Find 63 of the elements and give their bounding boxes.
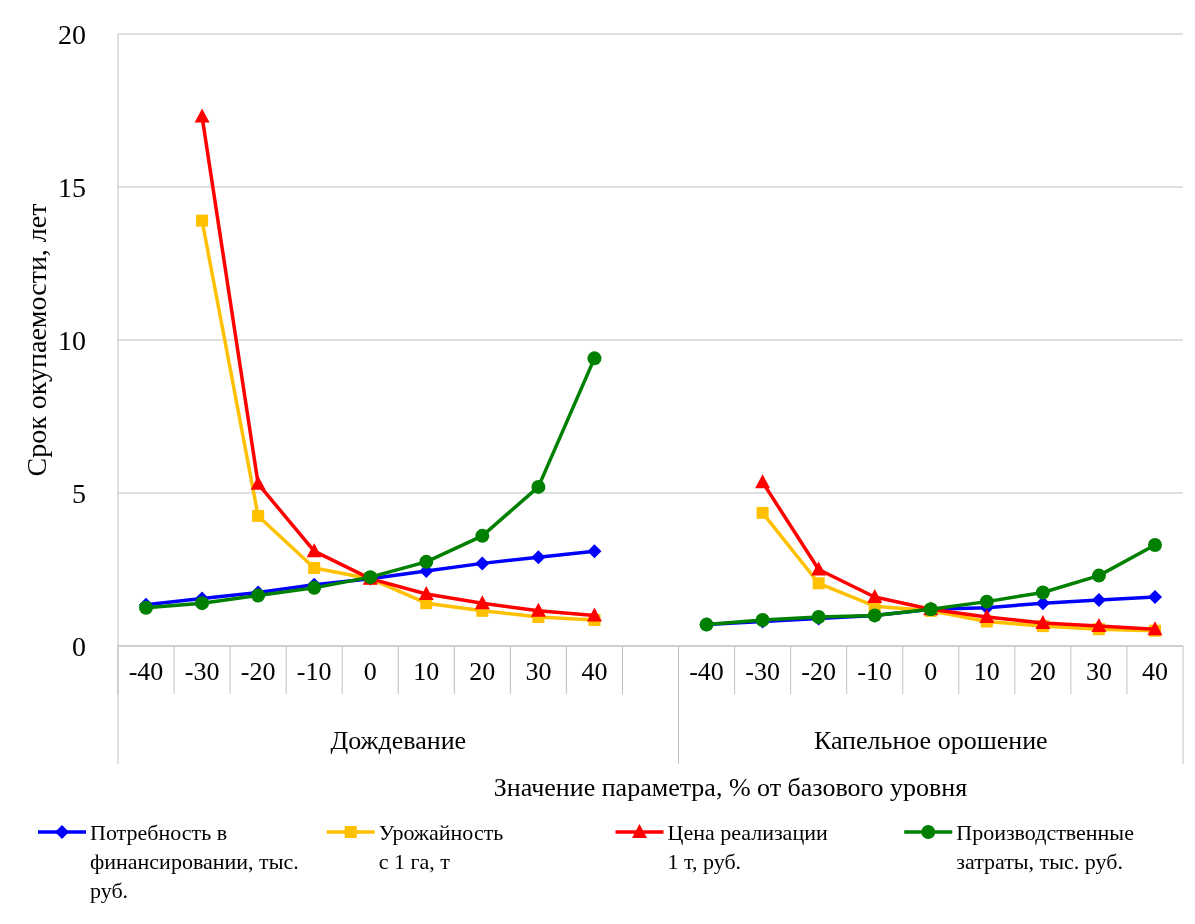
y-tick-label: 0 (72, 630, 86, 662)
point (250, 475, 266, 490)
point (587, 544, 602, 559)
y-tick-label: 20 (58, 18, 86, 50)
point (475, 556, 490, 571)
point (531, 550, 546, 565)
point (195, 596, 210, 611)
point (475, 528, 490, 543)
x-tick-label: -10 (857, 657, 893, 687)
point (586, 607, 602, 622)
x-tick-label: -20 (801, 657, 836, 687)
y-tick-label: 10 (58, 324, 86, 356)
y-tick-label: 15 (58, 171, 86, 203)
point (867, 589, 883, 604)
x-tick-label: 10 (973, 657, 1000, 687)
point (1147, 538, 1162, 553)
point (196, 214, 209, 227)
y-axis-title: Срок окупаемости, лет (21, 203, 52, 477)
point (756, 506, 769, 519)
x-tick-label: 10 (413, 657, 440, 687)
point (1035, 585, 1050, 600)
x-tick-label: 30 (1085, 657, 1112, 687)
point (306, 543, 322, 558)
x-tick-label: 40 (581, 657, 608, 687)
x-tick-label: -40 (128, 657, 164, 687)
x-tick-label: -10 (296, 657, 332, 687)
point (194, 108, 210, 123)
point (1091, 593, 1106, 608)
point (979, 608, 995, 623)
point (308, 561, 321, 574)
x-tick-label: -40 (689, 657, 724, 687)
point (587, 351, 602, 366)
x-tick-label: 40 (1141, 657, 1168, 687)
text: Капельное орошение (813, 726, 1048, 755)
point (418, 585, 434, 600)
point (755, 474, 771, 489)
point (1147, 590, 1162, 605)
x-tick-label: -30 (184, 657, 220, 687)
x-axis-title: Значение параметра, % от базового уровня (493, 773, 968, 802)
point (531, 479, 546, 494)
point (474, 595, 490, 610)
point (419, 554, 434, 569)
text: Дождевание (330, 726, 467, 755)
y-tick-label: 5 (72, 477, 86, 509)
x-tick-label: -20 (240, 657, 276, 687)
point (1091, 618, 1107, 633)
x-tick-label: 20 (1029, 657, 1056, 687)
x-tick-label: -30 (745, 657, 780, 687)
point (252, 509, 265, 522)
point (811, 561, 827, 576)
point (530, 602, 546, 617)
legend-label: Цена реализации 1 т, руб. (667, 819, 828, 874)
point (1091, 568, 1106, 583)
x-tick-label: 0 (924, 657, 938, 687)
legend-label: Потребность в финансировании, тыс. руб. (90, 819, 299, 903)
x-tick-label: 20 (469, 657, 496, 687)
point (1035, 615, 1051, 630)
legend-label: Урожайность с 1 га, т (378, 819, 504, 874)
legend-label: Производственные затраты, тыс. руб. (956, 819, 1134, 874)
x-tick-label: 0 (363, 657, 377, 687)
point (812, 577, 825, 590)
x-tick-label: 30 (525, 657, 552, 687)
point (979, 594, 994, 609)
